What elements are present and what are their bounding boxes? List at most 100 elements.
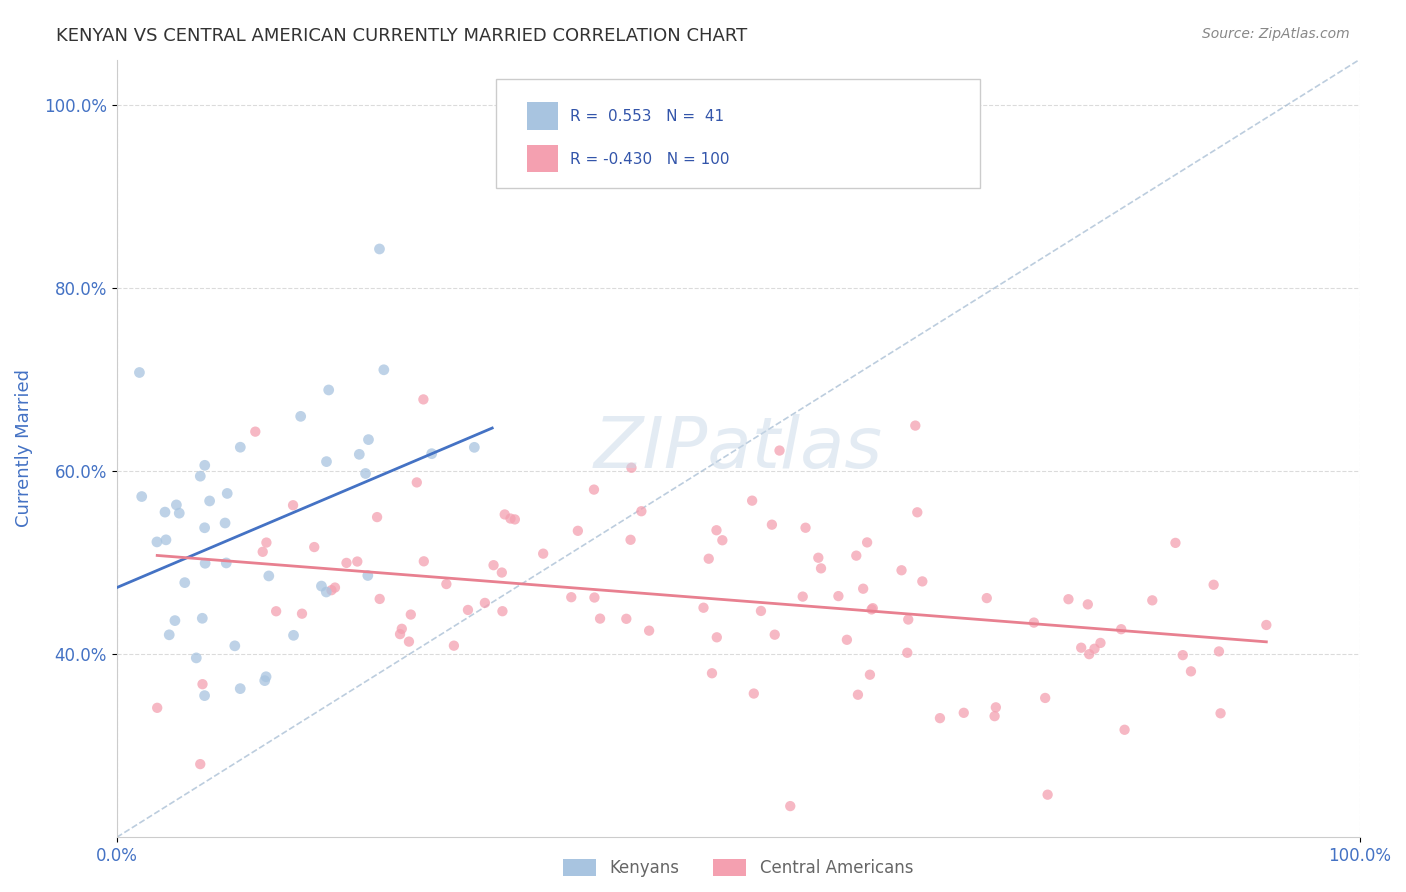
- Point: [463, 440, 485, 454]
- Point: [794, 521, 817, 535]
- Point: [491, 604, 513, 618]
- Point: [281, 498, 304, 512]
- FancyBboxPatch shape: [527, 103, 558, 129]
- Point: [567, 524, 589, 538]
- Point: [165, 498, 187, 512]
- Point: [457, 603, 479, 617]
- Point: [173, 575, 195, 590]
- Point: [335, 556, 357, 570]
- Point: [984, 700, 1007, 714]
- Point: [897, 613, 920, 627]
- Point: [398, 634, 420, 648]
- Point: [194, 689, 217, 703]
- Point: [224, 639, 246, 653]
- Point: [420, 447, 443, 461]
- Point: [482, 558, 505, 573]
- Point: [399, 607, 422, 622]
- Point: [254, 535, 277, 549]
- Point: [697, 551, 720, 566]
- Point: [215, 556, 238, 570]
- Point: [349, 447, 371, 461]
- Text: ZIPatlas: ZIPatlas: [593, 414, 883, 483]
- Point: [560, 591, 582, 605]
- Point: [163, 614, 186, 628]
- Point: [700, 666, 723, 681]
- Point: [194, 556, 217, 570]
- Point: [741, 493, 763, 508]
- Point: [1164, 536, 1187, 550]
- Text: R = -0.430   N = 100: R = -0.430 N = 100: [571, 152, 730, 167]
- Point: [491, 566, 513, 580]
- Point: [194, 458, 217, 473]
- Point: [1078, 647, 1101, 661]
- Point: [983, 709, 1005, 723]
- Point: [253, 673, 276, 688]
- Text: Source: ZipAtlas.com: Source: ZipAtlas.com: [1202, 27, 1350, 41]
- Point: [373, 363, 395, 377]
- Point: [357, 568, 380, 582]
- Point: [155, 533, 177, 547]
- Point: [846, 688, 869, 702]
- Point: [245, 425, 267, 439]
- Point: [434, 577, 457, 591]
- Point: [1142, 593, 1164, 607]
- Point: [890, 563, 912, 577]
- Point: [711, 533, 734, 548]
- Point: [354, 467, 377, 481]
- Point: [405, 475, 427, 490]
- Point: [315, 585, 337, 599]
- Text: R =  0.553   N =  41: R = 0.553 N = 41: [571, 109, 724, 124]
- Point: [198, 494, 221, 508]
- Point: [583, 591, 606, 605]
- Point: [638, 624, 661, 638]
- Point: [1036, 788, 1059, 802]
- Point: [368, 242, 391, 256]
- Point: [366, 510, 388, 524]
- FancyBboxPatch shape: [496, 79, 980, 188]
- Point: [582, 483, 605, 497]
- Point: [499, 511, 522, 525]
- Point: [952, 706, 974, 720]
- Point: [1171, 648, 1194, 662]
- Text: KENYAN VS CENTRAL AMERICAN CURRENTLY MARRIED CORRELATION CHART: KENYAN VS CENTRAL AMERICAN CURRENTLY MAR…: [56, 27, 748, 45]
- Point: [742, 687, 765, 701]
- Point: [217, 486, 239, 500]
- Point: [254, 670, 277, 684]
- Point: [323, 581, 346, 595]
- Point: [128, 366, 150, 380]
- Point: [862, 601, 884, 615]
- Point: [188, 757, 211, 772]
- Point: [214, 516, 236, 530]
- Point: [860, 602, 883, 616]
- Point: [852, 582, 875, 596]
- Point: [1208, 644, 1230, 658]
- Point: [290, 409, 312, 424]
- Point: [321, 583, 343, 598]
- Point: [346, 555, 368, 569]
- Point: [357, 433, 380, 447]
- Point: [620, 460, 643, 475]
- Point: [474, 596, 496, 610]
- Point: [389, 627, 412, 641]
- Point: [905, 505, 928, 519]
- Point: [531, 547, 554, 561]
- Point: [443, 639, 465, 653]
- Point: [1209, 706, 1232, 721]
- Point: [146, 701, 169, 715]
- Point: [188, 469, 211, 483]
- Point: [315, 455, 337, 469]
- Point: [318, 383, 340, 397]
- Point: [157, 628, 180, 642]
- Point: [1070, 640, 1092, 655]
- Point: [494, 508, 516, 522]
- Point: [264, 604, 287, 618]
- Point: [929, 711, 952, 725]
- Point: [976, 591, 998, 606]
- Point: [749, 604, 772, 618]
- Point: [859, 667, 882, 681]
- Point: [229, 681, 252, 696]
- Point: [146, 535, 169, 549]
- Point: [1114, 723, 1136, 737]
- Point: [792, 590, 814, 604]
- Point: [194, 521, 217, 535]
